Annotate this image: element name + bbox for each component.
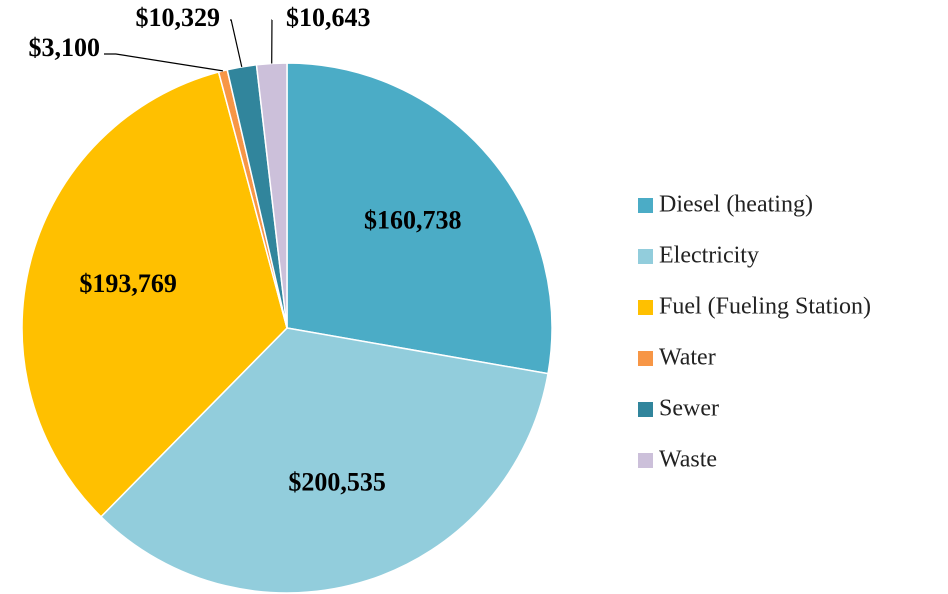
data-label: $10,329 <box>136 3 221 32</box>
data-label: $200,535 <box>288 467 386 496</box>
legend-swatch <box>638 351 653 366</box>
data-label: $3,100 <box>29 33 101 62</box>
legend-label: Diesel (heating) <box>659 192 813 218</box>
legend-swatch <box>638 300 653 315</box>
pie-slice <box>286 62 553 375</box>
legend-label: Sewer <box>659 396 719 422</box>
legend-swatch <box>638 453 653 468</box>
pie-slice <box>255 62 288 329</box>
pie-slice <box>21 71 288 518</box>
legend-label: Water <box>659 345 716 371</box>
legend-swatch <box>638 198 653 213</box>
legend-label: Electricity <box>659 243 759 269</box>
legend-swatch <box>638 249 653 264</box>
pie-slice <box>99 327 549 594</box>
leader-line <box>104 53 223 72</box>
leader-line <box>230 19 243 68</box>
data-label: $160,738 <box>364 205 462 234</box>
legend-label: Waste <box>659 447 717 473</box>
legend-label: Fuel (Fueling Station) <box>659 294 871 320</box>
data-label: $10,643 <box>286 3 371 32</box>
legend-swatch <box>638 402 653 417</box>
data-label: $193,769 <box>79 269 177 298</box>
